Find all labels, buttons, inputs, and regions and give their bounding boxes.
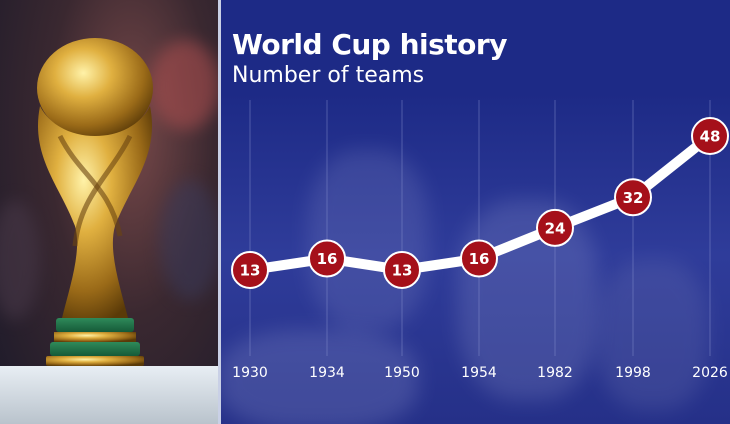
trophy-photo — [0, 0, 218, 424]
data-point-1998 — [614, 178, 652, 217]
data-label-1930: 13 — [240, 262, 261, 280]
data-label-1954: 16 — [469, 250, 490, 268]
x-tick-label: 1950 — [384, 365, 420, 381]
x-tick-label: 1930 — [232, 365, 268, 381]
grid-lines — [249, 100, 711, 356]
x-tick-label: 1982 — [537, 365, 573, 381]
trophy-plinth — [0, 366, 218, 424]
panel-divider — [218, 0, 221, 424]
x-tick-label: 2026 — [692, 365, 728, 381]
chart-subtitle: Number of teams — [232, 63, 425, 88]
data-point-1954 — [460, 239, 498, 278]
data-point-1930 — [231, 251, 269, 289]
data-point-1982 — [536, 208, 574, 247]
data-label-1982: 24 — [545, 219, 566, 237]
data-label-1950: 13 — [392, 262, 413, 280]
x-tick-label: 1934 — [309, 365, 345, 381]
data-label-2026: 48 — [700, 128, 721, 146]
data-markers: 13 16 13 16 24 32 48 — [231, 117, 729, 289]
x-tick-label: 1954 — [461, 365, 497, 381]
data-point-2026 — [691, 117, 729, 155]
x-tick-label: 1998 — [615, 365, 651, 381]
data-point-1950 — [383, 251, 421, 289]
chart-title: World Cup history — [232, 28, 507, 61]
data-label-1998: 32 — [623, 189, 644, 207]
data-point-1934 — [308, 239, 346, 278]
data-label-1934: 16 — [317, 250, 338, 268]
x-axis-ticks: 1930 1934 1950 1954 1982 1998 2026 — [232, 365, 728, 381]
world-cup-trophy-icon — [37, 38, 153, 366]
